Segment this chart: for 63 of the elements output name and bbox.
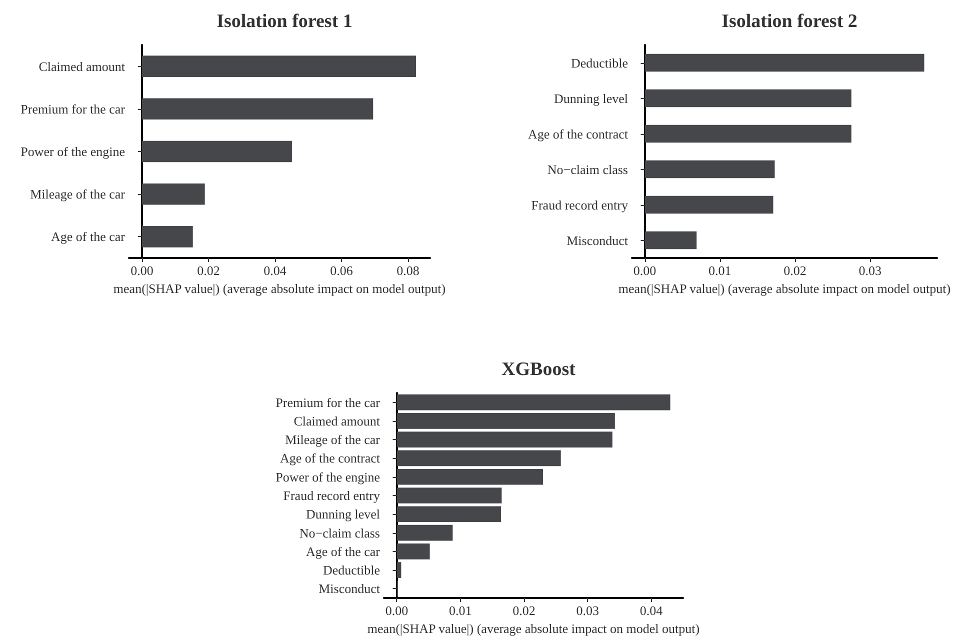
y-tick-label: Premium for the car [276, 394, 381, 410]
y-tick-label: Dunning level [554, 90, 628, 106]
y-tick-label: Misconduct [566, 232, 628, 248]
bar [396, 543, 430, 560]
x-axis-title: mean(|SHAP value|) (average absolute impact on model output) [113, 281, 446, 296]
x-tick-label: 0.04 [264, 263, 287, 278]
y-tick-label: Fraud record entry [283, 488, 380, 503]
bar [396, 413, 615, 429]
y-tick-label: Misconduct [318, 581, 380, 596]
bar [644, 54, 924, 72]
x-tick-label: 0.04 [640, 603, 664, 618]
x-tick-label: 0.06 [330, 263, 354, 278]
x-tick-label: 0.02 [784, 263, 806, 278]
x-tick-label: 0.01 [448, 603, 472, 618]
x-tick-label: 0.03 [858, 263, 882, 278]
y-tick-label: Deductible [322, 562, 380, 578]
bar [396, 488, 502, 504]
y-tick-label: Power of the engine [276, 469, 380, 484]
y-tick-label: No−claim class [299, 525, 380, 540]
x-tick-label: 0.00 [385, 603, 408, 618]
bar [142, 98, 374, 120]
bar [644, 231, 697, 250]
x-tick-label: 0.01 [708, 263, 732, 278]
y-tick-label: Deductible [570, 55, 628, 70]
bar [396, 506, 502, 522]
x-axis-title: mean(|SHAP value|) (average absolute impact on model output) [367, 621, 700, 636]
bar [396, 468, 544, 485]
y-tick-label: Power of the engine [20, 144, 126, 159]
bar [396, 562, 402, 578]
bar [644, 124, 852, 143]
x-tick-label: 0.03 [576, 603, 599, 618]
x-tick-label: 0.00 [633, 263, 656, 278]
x-axis-title: mean(|SHAP value|) (average absolute impact on model output) [618, 281, 951, 296]
bar [142, 56, 416, 77]
chart-title: Isolation forest 1 [216, 11, 352, 32]
y-tick-label: Age of the car [51, 229, 126, 244]
x-tick-label: 0.02 [197, 263, 220, 278]
chart-title: Isolation forest 2 [722, 11, 858, 32]
y-tick-label: Premium for the car [20, 101, 126, 116]
x-tick-label: 0.00 [130, 263, 154, 278]
bar [644, 160, 775, 178]
bar [396, 394, 670, 410]
bar [142, 226, 193, 248]
y-tick-label: Claimed amount [38, 58, 126, 74]
y-tick-label: Mileage of the car [30, 186, 126, 202]
chart-title: XGBoost [502, 359, 576, 380]
bar [396, 524, 453, 541]
bar [396, 450, 561, 466]
bar [142, 140, 292, 162]
x-tick-label: 0.02 [512, 603, 536, 618]
bar [396, 432, 612, 448]
y-tick-label: Age of the contract [280, 450, 380, 466]
x-tick-label: 0.08 [396, 263, 420, 278]
y-tick-label: Age of the car [306, 544, 381, 559]
bar [644, 196, 774, 214]
y-tick-label: Fraud record entry [531, 197, 628, 212]
y-tick-label: Mileage of the car [285, 432, 381, 448]
bar [644, 89, 852, 108]
y-tick-label: Dunning level [306, 506, 380, 522]
y-tick-label: Age of the contract [528, 126, 628, 142]
y-tick-label: Claimed amount [294, 413, 380, 428]
bar [142, 183, 205, 205]
y-tick-label: No−claim class [547, 162, 628, 177]
